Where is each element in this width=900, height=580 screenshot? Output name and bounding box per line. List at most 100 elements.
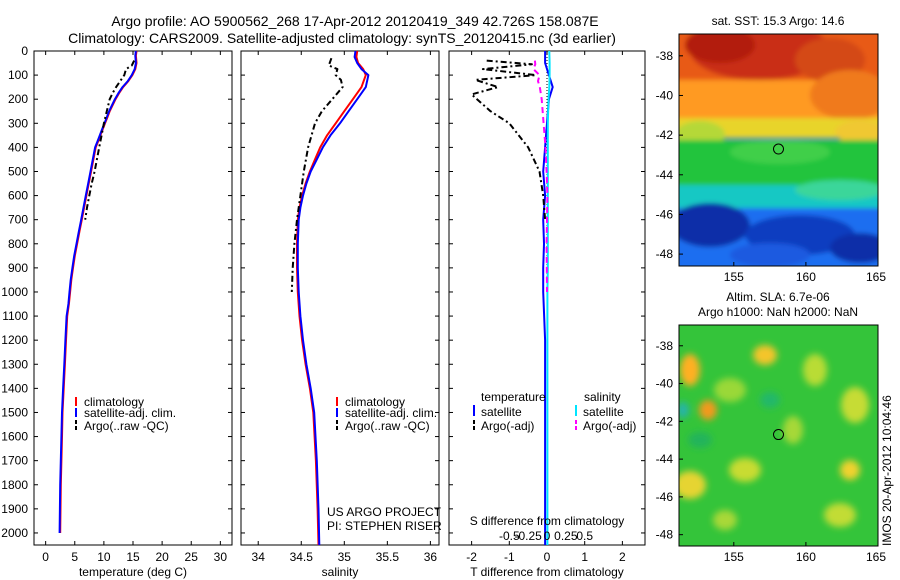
map-ytick-label: -44 bbox=[656, 452, 674, 466]
map-xtick-label: 165 bbox=[866, 270, 886, 284]
xtick-label: 30 bbox=[214, 550, 228, 564]
argo-location-marker bbox=[773, 429, 784, 441]
ytick-label: 100 bbox=[8, 68, 28, 82]
ytick-label: 700 bbox=[8, 213, 28, 227]
legend-s-satellite: satellite bbox=[583, 405, 624, 419]
series-line-2-0 bbox=[542, 51, 554, 545]
series-line-1-1 bbox=[296, 50, 370, 546]
xtick-label: 15 bbox=[126, 550, 140, 564]
xtick-label: 34 bbox=[252, 550, 266, 564]
map-xtick-label: 155 bbox=[724, 550, 744, 564]
pi-annotation: PI: STEPHEN RISER bbox=[327, 519, 442, 533]
project-annotation: US ARGO PROJECT bbox=[327, 505, 442, 519]
s-difference-xlabel: S difference from climatology bbox=[470, 514, 625, 528]
ytick-label: 500 bbox=[8, 164, 28, 178]
series-line-1-0 bbox=[296, 50, 367, 546]
ytick-label: 300 bbox=[8, 116, 28, 130]
series-line-2-1 bbox=[470, 59, 547, 220]
xtick-label: 36 bbox=[424, 550, 438, 564]
s-xtick-label: 0.5 bbox=[576, 529, 593, 543]
argo-location-marker bbox=[773, 143, 784, 155]
sla-map-panel: Altim. SLA: 6.7e-06 Argo h1000: NaN h200… bbox=[656, 290, 887, 564]
temperature-xlabel: temperature (deg C) bbox=[79, 565, 187, 579]
map-xtick-label: 160 bbox=[796, 550, 816, 564]
ytick-label: 1200 bbox=[1, 333, 28, 347]
map-ytick-label: -42 bbox=[656, 414, 674, 428]
sst-map-title: sat. SST: 15.3 Argo: 14.6 bbox=[712, 14, 845, 28]
xtick-label: -1 bbox=[504, 550, 515, 564]
legend-satellite-adj: satellite-adj. clim. bbox=[84, 406, 176, 420]
map-ytick-label: -42 bbox=[656, 128, 674, 142]
legend-s-argo: Argo(-adj) bbox=[583, 419, 636, 433]
sst-heatmap bbox=[679, 34, 878, 266]
difference-legend: temperature salinity satellite Argo(-adj… bbox=[473, 390, 636, 433]
sst-map-panel: sat. SST: 15.3 Argo: 14.6 bbox=[656, 14, 887, 284]
xtick-label: 0 bbox=[544, 550, 551, 564]
xtick-label: 10 bbox=[97, 550, 111, 564]
map-ytick-label: -44 bbox=[656, 168, 674, 182]
legend-header-salinity: salinity bbox=[584, 390, 621, 404]
s-xtick-label: 0 bbox=[544, 529, 551, 543]
sst-map-frame bbox=[678, 33, 879, 267]
series-line-1-2 bbox=[290, 57, 344, 293]
map-ytick-label: -48 bbox=[656, 528, 674, 542]
ytick-label: 0 bbox=[21, 44, 28, 58]
sla-map-title-line2: Argo h1000: NaN h2000: NaN bbox=[698, 305, 858, 319]
legend-argo: Argo(..raw -QC) bbox=[84, 419, 169, 433]
legend-t-argo: Argo(-adj) bbox=[481, 419, 534, 433]
map-ytick-label: -46 bbox=[656, 207, 674, 221]
map-xtick-label: 165 bbox=[866, 550, 886, 564]
ytick-label: 1500 bbox=[1, 405, 28, 419]
legend-t-satellite: satellite bbox=[481, 405, 522, 419]
series-line-0-1 bbox=[58, 50, 137, 534]
ytick-label: 200 bbox=[8, 92, 28, 106]
xtick-label: 2 bbox=[619, 550, 626, 564]
ytick-label: 400 bbox=[8, 140, 28, 154]
ytick-label: 900 bbox=[8, 261, 28, 275]
xtick-label: 34.5 bbox=[290, 550, 314, 564]
ytick-label: 1100 bbox=[2, 309, 28, 323]
sla-map-frame bbox=[678, 324, 879, 547]
map-xtick-label: 160 bbox=[796, 270, 816, 284]
map-xtick-label: 155 bbox=[724, 270, 744, 284]
map-ytick-label: -46 bbox=[656, 490, 674, 504]
ytick-label: 1800 bbox=[1, 478, 28, 492]
ytick-label: 800 bbox=[8, 237, 28, 251]
salinity-xlabel: salinity bbox=[322, 565, 359, 579]
map-ytick-label: -48 bbox=[656, 247, 674, 261]
series-line-2-2 bbox=[546, 50, 551, 545]
difference-panel: -2 -1 0 1 2 -0.5-0.25 0 0.250.5 T difference f… bbox=[448, 50, 646, 579]
t-difference-xlabel: T difference from climatology bbox=[470, 565, 624, 579]
ytick-label: 1300 bbox=[1, 357, 28, 371]
xtick-label: 25 bbox=[185, 550, 199, 564]
ytick-label: 600 bbox=[8, 189, 28, 203]
ytick-label: 1400 bbox=[1, 381, 28, 395]
imos-timestamp: IMOS 20-Apr-2012 10:04:46 bbox=[880, 395, 894, 546]
map-ytick-label: -40 bbox=[656, 377, 674, 391]
legend-satellite-adj: satellite-adj. clim. bbox=[345, 406, 437, 420]
series-line-2-3 bbox=[532, 60, 549, 293]
s-xtick-label: 0.25 bbox=[554, 529, 578, 543]
temperature-legend: climatology satellite-adj. clim. Argo(..… bbox=[75, 395, 176, 433]
temperature-axes-frame bbox=[33, 50, 233, 546]
sla-heatmap bbox=[679, 325, 878, 546]
xtick-label: -2 bbox=[466, 550, 477, 564]
s-xtick-label: -0.25 bbox=[514, 529, 542, 543]
xtick-label: 20 bbox=[155, 550, 169, 564]
xtick-label: 5 bbox=[71, 550, 78, 564]
legend-header-temperature: temperature bbox=[481, 390, 546, 404]
map-ytick-label: -40 bbox=[656, 88, 674, 102]
ytick-label: 1600 bbox=[1, 430, 28, 444]
legend-argo: Argo(..raw -QC) bbox=[345, 419, 430, 433]
salinity-legend: climatology satellite-adj. clim. Argo(..… bbox=[336, 395, 437, 433]
xtick-label: 1 bbox=[581, 550, 588, 564]
ytick-label: 2000 bbox=[1, 526, 28, 540]
legend-climatology: climatology bbox=[345, 395, 405, 409]
ytick-label: 1900 bbox=[1, 502, 28, 516]
figure-title-line1: Argo profile: AO 5900562_268 17-Apr-2012… bbox=[111, 13, 598, 29]
salinity-axes-frame bbox=[240, 50, 440, 546]
ytick-label: 1700 bbox=[1, 454, 28, 468]
sla-map-title-line1: Altim. SLA: 6.7e-06 bbox=[726, 290, 830, 304]
legend-climatology: climatology bbox=[84, 395, 144, 409]
